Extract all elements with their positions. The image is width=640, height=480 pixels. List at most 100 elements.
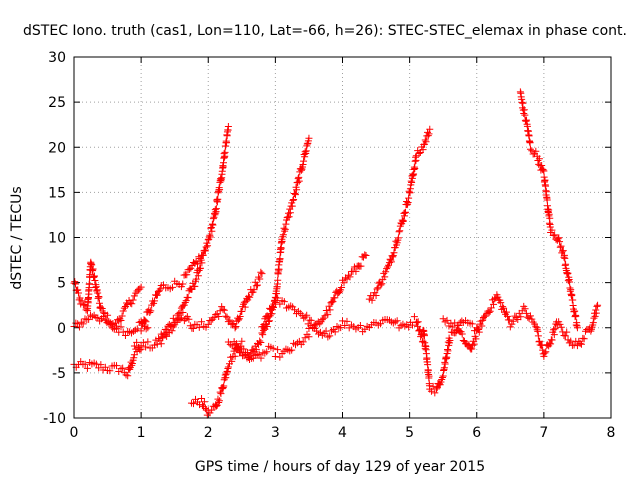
data-point	[545, 210, 553, 218]
data-point	[373, 285, 381, 293]
data-point	[419, 146, 427, 154]
data-point	[576, 339, 584, 347]
data-point	[259, 331, 267, 339]
data-point	[548, 226, 556, 234]
data-point	[300, 157, 308, 165]
data-point	[137, 283, 145, 291]
data-point	[559, 247, 567, 255]
data-point	[141, 317, 149, 325]
data-point	[326, 306, 334, 314]
data-point	[400, 212, 408, 220]
data-point	[331, 294, 339, 302]
data-point	[97, 361, 105, 369]
data-point	[547, 340, 555, 348]
data-point	[368, 296, 376, 304]
data-point	[274, 276, 282, 284]
series-arc-h-to-21	[231, 134, 313, 362]
data-point	[206, 231, 214, 239]
data-point	[217, 390, 225, 398]
data-point	[532, 147, 540, 155]
data-point	[256, 337, 264, 345]
data-point	[378, 280, 386, 288]
data-point	[129, 296, 137, 304]
x-tick-label: 2	[204, 425, 213, 441]
data-point	[255, 350, 263, 358]
data-point	[395, 228, 403, 236]
data-point	[256, 275, 264, 283]
data-point	[151, 297, 159, 305]
data-point	[117, 365, 125, 373]
data-point	[561, 254, 569, 262]
data-point	[341, 322, 349, 330]
data-point	[511, 312, 519, 320]
data-point	[209, 315, 217, 323]
data-point	[222, 374, 230, 382]
data-point	[280, 224, 288, 232]
data-point	[519, 99, 527, 107]
series-arc-k-mid-zero	[305, 313, 427, 346]
data-point	[291, 190, 299, 198]
data-point	[295, 173, 303, 181]
data-point	[255, 273, 263, 281]
data-point	[224, 365, 232, 373]
data-point	[329, 298, 337, 306]
data-point	[389, 252, 397, 260]
data-point	[589, 319, 597, 327]
data-point	[92, 314, 100, 322]
data-point	[303, 140, 311, 148]
data-point	[113, 362, 121, 370]
data-point	[591, 312, 599, 320]
data-point	[168, 283, 176, 291]
data-point	[593, 302, 601, 310]
data-point	[133, 338, 141, 346]
data-point	[185, 265, 193, 273]
data-point	[85, 280, 93, 288]
data-point	[563, 328, 571, 336]
data-point	[500, 304, 508, 312]
data-point	[91, 277, 99, 285]
data-point	[387, 258, 395, 266]
data-point	[281, 225, 289, 233]
data-point	[156, 285, 164, 293]
x-tick-label: 5	[405, 425, 414, 441]
data-point	[99, 313, 107, 321]
data-point	[474, 325, 482, 333]
data-point	[425, 130, 433, 138]
y-tick-label: 5	[57, 276, 66, 292]
data-point	[421, 136, 429, 144]
data-point	[559, 247, 567, 255]
data-point	[443, 316, 451, 324]
data-point	[522, 117, 530, 125]
y-tick-label: 25	[48, 95, 66, 111]
data-point	[238, 307, 246, 315]
data-point	[292, 191, 300, 199]
data-point	[270, 297, 278, 305]
data-point	[257, 338, 265, 346]
data-points	[70, 88, 602, 419]
data-point	[425, 372, 433, 380]
data-point	[137, 345, 145, 353]
data-point	[534, 156, 542, 164]
data-point	[427, 387, 435, 395]
data-point	[234, 316, 242, 324]
data-point	[75, 323, 83, 331]
data-point	[328, 327, 336, 335]
data-point	[477, 317, 485, 325]
data-point	[72, 319, 80, 327]
series-arc-e-upper-left	[137, 252, 206, 335]
data-point	[155, 334, 163, 342]
data-point	[95, 293, 103, 301]
data-point	[133, 325, 141, 333]
data-point	[265, 313, 273, 321]
data-point	[339, 317, 346, 325]
data-point	[509, 317, 517, 325]
data-point	[231, 324, 239, 332]
data-point	[382, 268, 390, 276]
data-point	[83, 364, 91, 372]
data-point	[411, 164, 419, 172]
data-point	[196, 255, 204, 263]
data-point	[322, 307, 330, 315]
data-point	[551, 231, 559, 239]
data-point	[331, 328, 339, 336]
